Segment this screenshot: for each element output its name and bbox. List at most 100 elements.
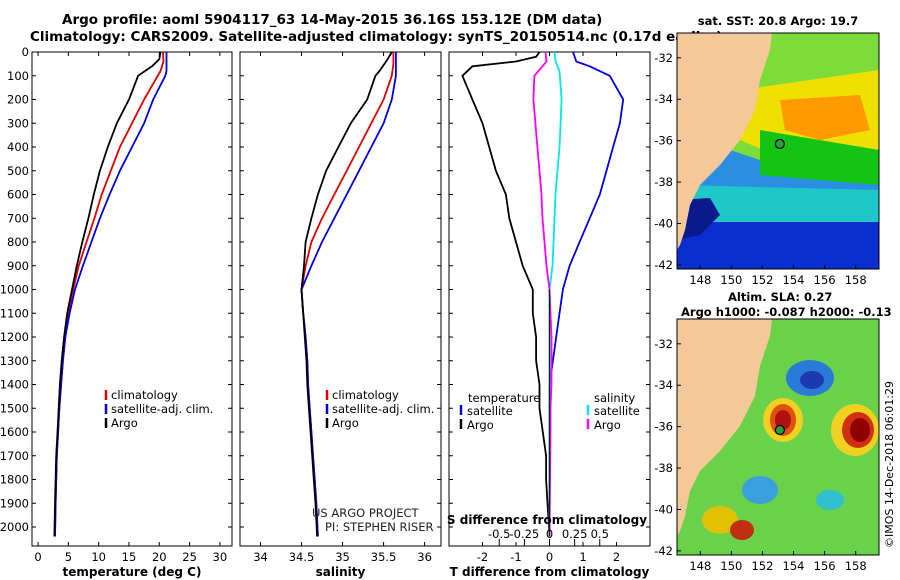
sst-lon-tick-label: 150 bbox=[720, 273, 742, 287]
sal-x-tick-label: 35 bbox=[335, 550, 350, 564]
temp-axes-box bbox=[31, 51, 233, 547]
temp-x-tick-label: 20 bbox=[152, 550, 167, 564]
legend-label: satellite bbox=[467, 404, 513, 418]
legend-label: Argo bbox=[332, 416, 359, 430]
temp-x-tick-label: 25 bbox=[182, 550, 197, 564]
temp-series-argo bbox=[53, 51, 162, 537]
sla-lon-tick-label: 150 bbox=[720, 559, 742, 573]
depth-tick-label: 900 bbox=[7, 259, 29, 273]
sst-lat-tick-label: -34 bbox=[654, 92, 673, 106]
figure-title-line2: Climatology: CARS2009. Satellite-adjuste… bbox=[30, 29, 723, 45]
sst-map-title: sat. SST: 20.8 Argo: 19.7 bbox=[698, 14, 858, 28]
sla-lon-tick-label: 156 bbox=[814, 559, 836, 573]
temp-x-tick-label: 10 bbox=[91, 550, 106, 564]
diff-x-tick-label: -2 bbox=[477, 550, 488, 564]
diff-s-tick-label: -0.25 bbox=[509, 527, 539, 541]
sla-lon-tick-label: 152 bbox=[751, 559, 773, 573]
depth-tick-label: 1500 bbox=[0, 401, 29, 415]
diff-series-s-argo bbox=[532, 51, 553, 537]
depth-tick-label: 1300 bbox=[0, 354, 29, 368]
sla-lon-tick-label: 154 bbox=[783, 559, 805, 573]
sst-lon-tick-label: 152 bbox=[751, 273, 773, 287]
temp-x-tick-label: 15 bbox=[122, 550, 137, 564]
sla-profile-marker bbox=[774, 424, 785, 436]
sst-profile-marker bbox=[774, 138, 785, 150]
sla-lat-tick-label: -36 bbox=[654, 420, 673, 434]
sst-lat-tick-label: -42 bbox=[654, 258, 673, 272]
sla-map-title-line1: Altim. SLA: 0.27 bbox=[728, 290, 832, 304]
legend-label: satellite-adj. clim. bbox=[111, 402, 213, 416]
sst-lat-tick-label: -36 bbox=[654, 134, 673, 148]
diff-x-tick-label: 0 bbox=[546, 550, 553, 564]
diff-s-tick-label: 0 bbox=[546, 527, 553, 541]
sal-series-satellite-adj-clim- bbox=[300, 52, 397, 537]
sla-lat-tick-label: -32 bbox=[654, 337, 673, 351]
sla-lon-tick-label: 158 bbox=[845, 559, 867, 573]
diff-legend-title-salinity: salinity bbox=[594, 391, 635, 405]
diff-series-t-argo bbox=[461, 51, 551, 537]
sla-map-raster bbox=[677, 319, 879, 555]
diff-legend-title-temperature: temperature bbox=[468, 391, 540, 405]
depth-tick-label: 400 bbox=[7, 140, 29, 154]
diff-x-axis-label: T difference from climatology bbox=[450, 565, 650, 579]
sal-series-argo bbox=[300, 51, 393, 537]
diff-x-tick-label: 1 bbox=[579, 550, 586, 564]
sal-x-tick-label: 36 bbox=[417, 550, 432, 564]
depth-tick-label: 100 bbox=[7, 69, 29, 83]
sal-x-tick-label: 34.5 bbox=[289, 550, 315, 564]
depth-tick-label: 300 bbox=[7, 116, 29, 130]
sal-axes-box bbox=[239, 51, 442, 547]
depth-tick-label: 600 bbox=[7, 188, 29, 202]
legend-label: satellite bbox=[594, 404, 640, 418]
legend-label: Argo bbox=[467, 418, 494, 432]
sla-lat-tick-label: -42 bbox=[654, 544, 673, 558]
sst-map-raster bbox=[677, 33, 879, 269]
sst-lat-tick-label: -38 bbox=[654, 175, 673, 189]
figure-title-line1: Argo profile: aoml 5904117_63 14-May-201… bbox=[62, 12, 603, 28]
temp-x-tick-label: 5 bbox=[65, 550, 72, 564]
diff-s-tick-label: -0.5 bbox=[488, 527, 510, 541]
sla-map-title-line2: Argo h1000: -0.087 h2000: -0.13 bbox=[681, 305, 892, 319]
sst-lon-tick-label: 156 bbox=[814, 273, 836, 287]
legend-label: Argo bbox=[594, 418, 621, 432]
depth-tick-label: 1900 bbox=[0, 496, 29, 510]
depth-tick-label: 1400 bbox=[0, 378, 29, 392]
temp-x-tick-label: 30 bbox=[213, 550, 228, 564]
sla-lat-tick-label: -34 bbox=[654, 378, 673, 392]
diff-s-axis-label: S difference from climatology bbox=[447, 513, 647, 527]
diff-series-s-satellite bbox=[548, 51, 563, 537]
diff-s-tick-label: 0.5 bbox=[591, 527, 609, 541]
depth-tick-label: 1000 bbox=[0, 283, 29, 297]
sal-x-axis-label: salinity bbox=[316, 565, 366, 579]
legend-label: satellite-adj. clim. bbox=[332, 402, 434, 416]
legend-label: climatology bbox=[332, 388, 399, 402]
credit-line1: US ARGO PROJECT bbox=[312, 506, 420, 520]
sla-lat-tick-label: -38 bbox=[654, 461, 673, 475]
sst-map-frame bbox=[676, 32, 880, 270]
sal-x-tick-label: 35.5 bbox=[371, 550, 397, 564]
depth-tick-label: 800 bbox=[7, 235, 29, 249]
credit-line2: PI: STEPHEN RISER bbox=[325, 520, 434, 534]
sal-series-climatology bbox=[300, 52, 395, 537]
diff-series-t-satellite bbox=[548, 51, 625, 537]
imos-watermark: ©IMOS 14-Dec-2018 06:01:29 bbox=[883, 381, 896, 548]
depth-tick-label: 1200 bbox=[0, 330, 29, 344]
depth-tick-label: 500 bbox=[7, 164, 29, 178]
depth-tick-label: 1800 bbox=[0, 473, 29, 487]
diff-x-tick-label: 2 bbox=[613, 550, 620, 564]
depth-tick-label: 1100 bbox=[0, 306, 29, 320]
sst-lon-tick-label: 158 bbox=[845, 273, 867, 287]
diff-x-tick-label: -1 bbox=[510, 550, 521, 564]
depth-tick-label: 0 bbox=[22, 45, 29, 59]
depth-tick-label: 700 bbox=[7, 211, 29, 225]
depth-tick-label: 1600 bbox=[0, 425, 29, 439]
sst-lat-tick-label: -40 bbox=[654, 216, 673, 230]
temp-x-axis-label: temperature (deg C) bbox=[63, 565, 202, 579]
legend-label: Argo bbox=[111, 416, 138, 430]
sal-x-tick-label: 34 bbox=[253, 550, 268, 564]
sla-map-frame bbox=[676, 318, 880, 556]
sst-lon-tick-label: 148 bbox=[689, 273, 711, 287]
diff-s-tick-label: 0.25 bbox=[562, 527, 588, 541]
sla-lon-tick-label: 148 bbox=[689, 559, 711, 573]
